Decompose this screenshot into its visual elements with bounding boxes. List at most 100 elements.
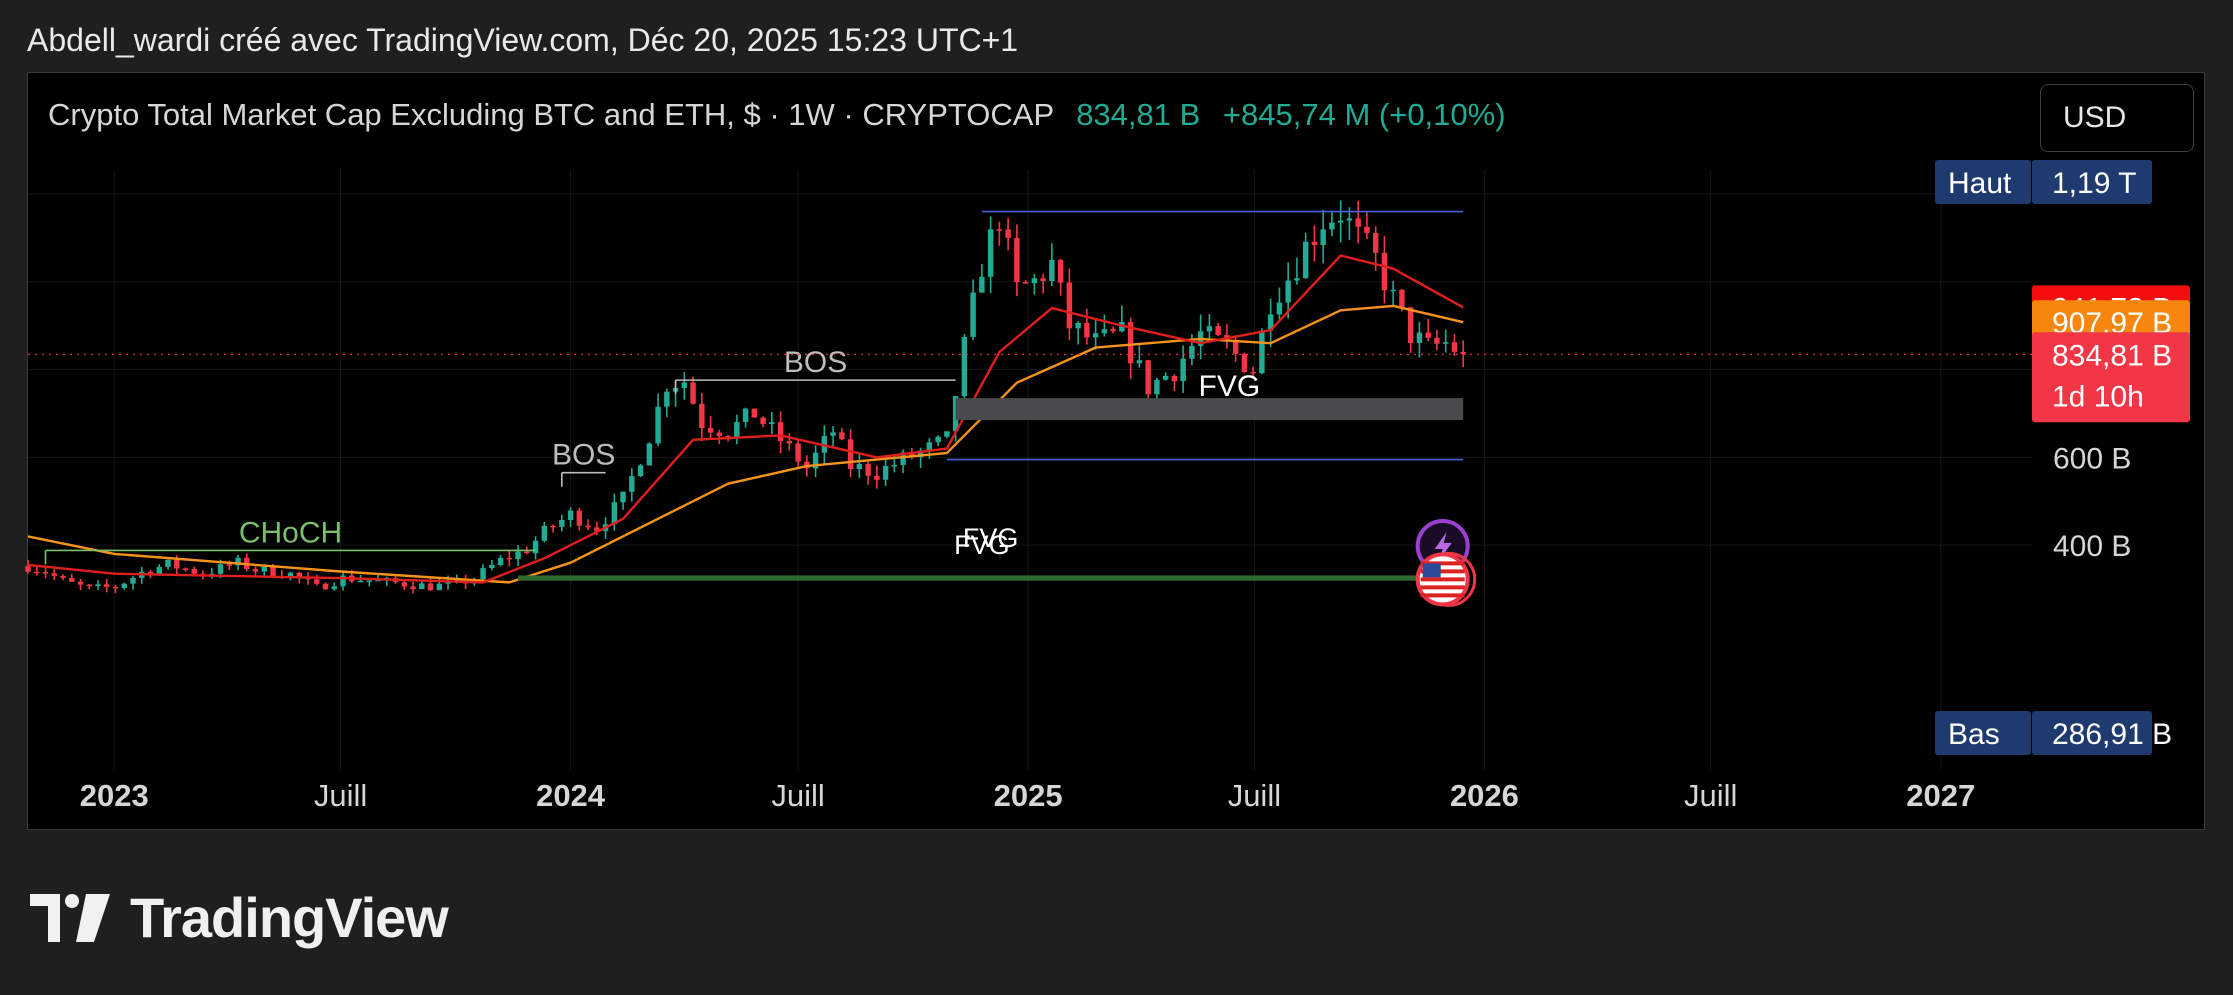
countdown-text: 1d 10h bbox=[2052, 380, 2144, 413]
candle-body bbox=[1267, 314, 1274, 331]
candle-body bbox=[786, 441, 793, 444]
candle-body bbox=[1381, 252, 1388, 291]
candle-body bbox=[1154, 379, 1160, 395]
candle-body bbox=[226, 564, 232, 566]
candle-body bbox=[856, 464, 863, 470]
candle-body bbox=[734, 422, 740, 438]
high-tag-value-box bbox=[2032, 160, 2152, 204]
y-tick-label: 400 B bbox=[2053, 530, 2131, 563]
candle-body bbox=[1031, 278, 1038, 284]
high-tag-label: Haut bbox=[1948, 167, 2012, 200]
candle-body bbox=[1241, 353, 1248, 373]
candle-body bbox=[1127, 321, 1134, 364]
candle-body bbox=[1084, 323, 1090, 338]
chart-caption: Abdell_wardi créé avec TradingView.com, … bbox=[27, 22, 1019, 58]
candle-body bbox=[112, 586, 119, 589]
candle-body bbox=[1075, 323, 1081, 329]
candle-body bbox=[830, 432, 836, 436]
candle-body bbox=[1451, 342, 1458, 352]
lightning-glyph bbox=[1434, 532, 1452, 562]
flag-stripe bbox=[1420, 561, 1465, 566]
candle-body bbox=[182, 568, 189, 570]
candle-body bbox=[340, 575, 346, 587]
y-tick-label: 600 B bbox=[2053, 442, 2131, 475]
price-change: +845,74 M (+0,10%) bbox=[1222, 97, 1506, 132]
candle-body bbox=[979, 276, 985, 293]
low-tag-value-box bbox=[2032, 711, 2152, 755]
candle-body bbox=[532, 540, 539, 554]
candle-body bbox=[637, 465, 644, 477]
candle-body bbox=[34, 571, 40, 574]
candle-body bbox=[1136, 360, 1143, 364]
candle-body bbox=[357, 580, 364, 583]
candle-body bbox=[296, 572, 302, 578]
candle-body bbox=[1337, 220, 1344, 223]
candle-body bbox=[917, 450, 924, 458]
candle-body bbox=[252, 568, 259, 572]
candle-body bbox=[1276, 302, 1283, 315]
candle-body bbox=[314, 579, 320, 584]
chart-frame bbox=[27, 72, 2205, 830]
candle-body bbox=[42, 572, 49, 574]
candle-body bbox=[322, 583, 329, 590]
candle-body bbox=[1311, 241, 1318, 246]
candle-body bbox=[261, 566, 267, 572]
candle-body bbox=[130, 577, 136, 584]
candle-body bbox=[865, 464, 871, 476]
flag-canton bbox=[1422, 563, 1441, 578]
candle-body bbox=[1022, 281, 1029, 284]
candle-body bbox=[287, 572, 294, 578]
candle-body bbox=[401, 582, 408, 587]
tradingview-logo-icon bbox=[30, 893, 110, 942]
x-tick-label: Juill bbox=[314, 778, 367, 813]
candle-body bbox=[550, 525, 556, 528]
candle-body bbox=[1372, 232, 1379, 253]
candle-body bbox=[506, 557, 513, 560]
candle-body bbox=[1005, 229, 1011, 238]
ema-fast-line bbox=[27, 254, 1464, 584]
candle-body bbox=[1399, 289, 1405, 308]
candle-body bbox=[629, 476, 635, 492]
candle-body bbox=[270, 566, 276, 577]
candle-body bbox=[961, 336, 968, 397]
candle-body bbox=[769, 422, 775, 425]
high-tag-label-box bbox=[1935, 160, 2031, 204]
candle-body bbox=[1302, 241, 1309, 279]
candle-body bbox=[191, 568, 197, 574]
x-tick-label: Juill bbox=[1684, 778, 1737, 813]
symbol-title: Crypto Total Market Cap Excluding BTC an… bbox=[48, 97, 1054, 132]
low-tag-value: 286,91 B bbox=[2052, 718, 2172, 751]
candle-body bbox=[970, 292, 976, 337]
x-tick-label: 2027 bbox=[1906, 778, 1975, 813]
candle-body bbox=[620, 491, 626, 503]
logo-text: TradingView bbox=[130, 886, 449, 949]
candle-body bbox=[795, 443, 801, 462]
candle-body bbox=[156, 566, 162, 575]
candle-body bbox=[1434, 337, 1440, 344]
candle-body bbox=[147, 571, 154, 575]
candle-body bbox=[882, 465, 889, 480]
fvg-zone bbox=[955, 398, 1464, 421]
candle-body bbox=[1014, 237, 1020, 282]
candle-body bbox=[524, 551, 530, 554]
candle-body bbox=[812, 452, 819, 469]
candle-body bbox=[594, 527, 600, 532]
candle-body bbox=[497, 557, 504, 566]
candle-body bbox=[1285, 280, 1291, 303]
candle-body bbox=[699, 403, 705, 429]
candle-body bbox=[1066, 282, 1073, 329]
candle-body bbox=[1416, 332, 1423, 343]
candle-body bbox=[1232, 341, 1239, 354]
candle-body bbox=[716, 432, 723, 437]
candle-body bbox=[480, 568, 486, 580]
candle-body bbox=[366, 580, 373, 582]
low-tag-label-box bbox=[1935, 711, 2031, 755]
low-tag-label: Bas bbox=[1948, 718, 2000, 751]
candle-body bbox=[646, 443, 653, 466]
currency-button[interactable]: USD bbox=[2040, 84, 2194, 152]
candle-body bbox=[935, 436, 941, 443]
candle-body bbox=[77, 581, 84, 585]
fvg-label: FVG bbox=[954, 530, 1010, 560]
last-price-tag bbox=[2032, 332, 2190, 423]
